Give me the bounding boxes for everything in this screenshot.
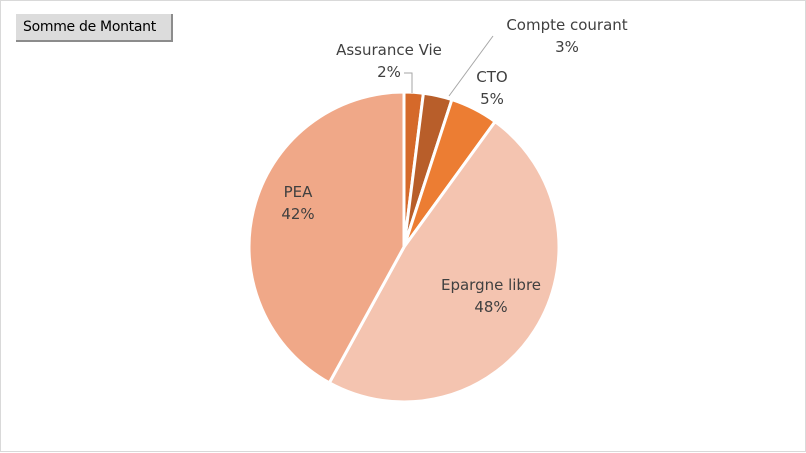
data-label-assurance-vie-name: Assurance Vie — [336, 41, 442, 59]
data-label-cto-percent: 5% — [480, 90, 504, 108]
data-label-pea-name: PEA — [284, 183, 314, 201]
data-label-compte-courant-name: Compte courant — [506, 16, 627, 34]
data-label-pea-percent: 42% — [281, 205, 314, 223]
pie-slice-epargne-libre[interactable] — [327, 120, 561, 404]
leader-line — [448, 35, 494, 97]
pivot-field-button[interactable]: Somme de Montant — [16, 14, 173, 42]
leader-line — [404, 72, 413, 93]
data-label-assurance-vie-percent: 2% — [377, 63, 401, 81]
data-label-cto-name: CTO — [476, 68, 507, 86]
data-label-epargne-libre-percent: 48% — [474, 298, 507, 316]
data-label-epargne-libre-name: Epargne libre — [441, 276, 541, 294]
data-label-compte-courant-percent: 3% — [555, 38, 579, 56]
pie-slice-pea[interactable] — [247, 90, 406, 385]
